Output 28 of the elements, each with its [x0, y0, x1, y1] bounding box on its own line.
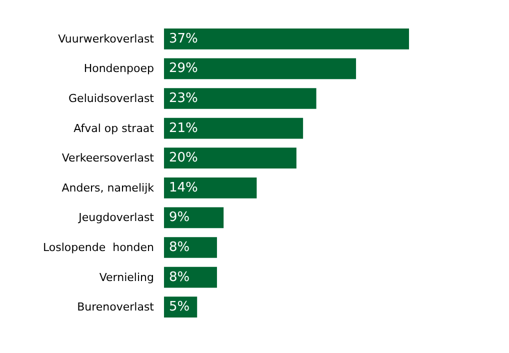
data-label: 23%: [169, 91, 198, 106]
y-tick-label: Vuurwerkoverlast: [58, 32, 155, 46]
data-label: 8%: [169, 240, 190, 255]
y-tick-label: Afval op straat: [74, 122, 155, 135]
y-tick-label: Anders, namelijk: [62, 181, 155, 194]
y-tick-label: Burenoverlast: [77, 300, 155, 314]
bar: [164, 148, 296, 169]
data-label: 5%: [169, 300, 190, 315]
y-tick-label: Geluidsoverlast: [68, 92, 155, 105]
data-label: 29%: [169, 61, 198, 76]
bar: [164, 177, 257, 198]
bar: [164, 58, 356, 80]
y-tick-label: Jeugdoverlast: [78, 211, 155, 224]
y-tick-label: Hondenpoep: [84, 62, 154, 76]
data-label: 21%: [169, 120, 198, 136]
data-label: 8%: [169, 270, 190, 285]
bar: [164, 88, 316, 109]
data-label: 37%: [169, 31, 198, 46]
y-tick-label: Loslopende honden: [42, 241, 154, 254]
data-label: 14%: [169, 180, 198, 196]
y-tick-label: Verkeersoverlast: [62, 152, 155, 165]
bar: [164, 207, 224, 228]
data-label: 20%: [169, 150, 198, 166]
bar: [164, 237, 217, 258]
bar: [164, 28, 409, 50]
data-label: 9%: [169, 210, 190, 226]
bar: [164, 118, 304, 139]
y-tick-label: Vernieling: [99, 270, 154, 284]
